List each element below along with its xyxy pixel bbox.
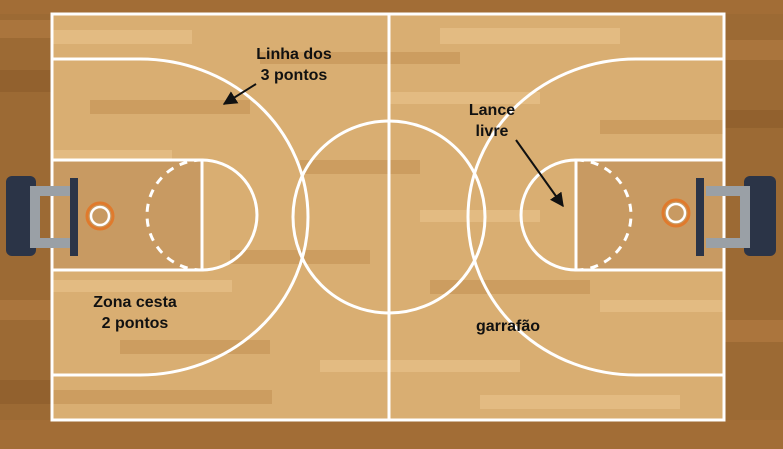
hoop-left xyxy=(85,201,115,231)
three-point-line-right xyxy=(466,57,724,377)
label-free-throw-2: livre xyxy=(475,123,509,140)
label-three-point-line: Linha dos 3 pontos xyxy=(238,44,350,86)
key-lines-right xyxy=(574,158,726,272)
label-two-point-zone-1: Zona cesta xyxy=(93,294,177,311)
backboard-support-left xyxy=(6,176,36,256)
support-arm-left-lower xyxy=(32,238,72,248)
hoop-right xyxy=(661,198,691,228)
label-two-point-zone: Zona cesta 2 pontos xyxy=(72,292,198,334)
basket-left xyxy=(6,176,115,256)
support-arm-right xyxy=(706,186,748,196)
label-free-throw-1: Lance xyxy=(468,102,516,119)
label-three-point-line-1: Linha dos xyxy=(256,46,332,63)
basket-right xyxy=(661,176,776,256)
support-arm-right-lower xyxy=(706,238,748,248)
backboard-support-right xyxy=(744,176,776,256)
center-circle xyxy=(291,119,487,315)
support-arm-left xyxy=(32,186,72,196)
free-throw-arc-right xyxy=(519,158,577,272)
label-free-throw: Lance livre xyxy=(448,100,536,142)
label-two-point-zone-2: 2 pontos xyxy=(101,315,169,332)
arrow-free-throw xyxy=(515,139,564,208)
label-key-text: garrafão xyxy=(475,318,541,335)
backboard-left xyxy=(70,178,78,256)
label-key: garrafão xyxy=(456,316,560,337)
backboard-right xyxy=(696,178,704,256)
support-post-left xyxy=(30,186,40,248)
label-three-point-line-2: 3 pontos xyxy=(260,67,328,84)
key-lines-left xyxy=(50,158,204,272)
three-point-line-left xyxy=(52,57,310,377)
support-post-right xyxy=(740,186,750,248)
arrow-three-point-line xyxy=(222,83,257,105)
free-throw-arc-left xyxy=(201,158,259,272)
